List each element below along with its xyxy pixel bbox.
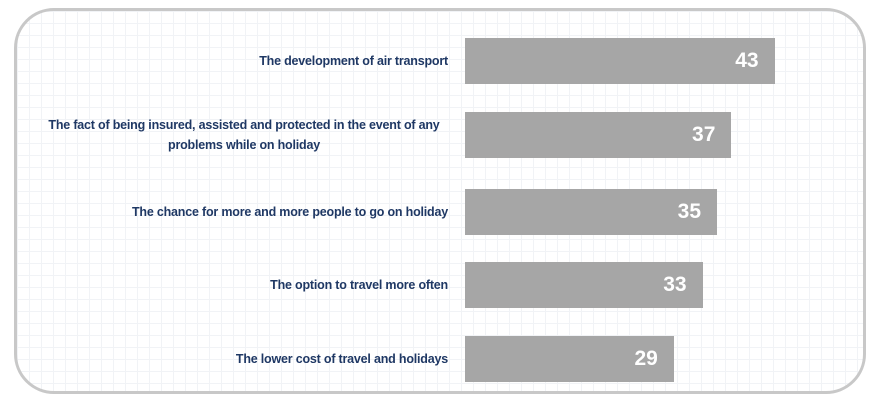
category-label-box: The development of air transport xyxy=(40,38,448,84)
bar: 33 xyxy=(465,262,703,308)
value-label: 37 xyxy=(692,123,716,146)
category-label: The chance for more and more people to g… xyxy=(131,205,448,219)
category-label-box: The chance for more and more people to g… xyxy=(40,189,448,235)
category-label: The lower cost of travel and holidays xyxy=(235,352,448,366)
category-label-box: The option to travel more often xyxy=(40,262,448,308)
bar-row: The lower cost of travel and holidays 29 xyxy=(0,336,884,382)
bar: 43 xyxy=(465,38,775,84)
value-label: 29 xyxy=(634,347,658,370)
value-label: 43 xyxy=(735,49,759,72)
bar: 35 xyxy=(465,189,717,235)
bar: 29 xyxy=(465,336,674,382)
value-label: 35 xyxy=(677,200,701,223)
value-label: 33 xyxy=(663,273,687,296)
bar-row: The fact of being insured, assisted and … xyxy=(0,112,884,158)
bar-row: The chance for more and more people to g… xyxy=(0,189,884,235)
bar-row: The option to travel more often 33 xyxy=(0,262,884,308)
bar-row: The development of air transport 43 xyxy=(0,38,884,84)
category-label-box: The fact of being insured, assisted and … xyxy=(40,112,448,158)
category-label: The option to travel more often xyxy=(270,278,448,292)
category-label: The fact of being insured, assisted and … xyxy=(48,118,440,152)
category-label: The development of air transport xyxy=(259,54,448,68)
category-label-box: The lower cost of travel and holidays xyxy=(40,336,448,382)
bar: 37 xyxy=(465,112,732,158)
